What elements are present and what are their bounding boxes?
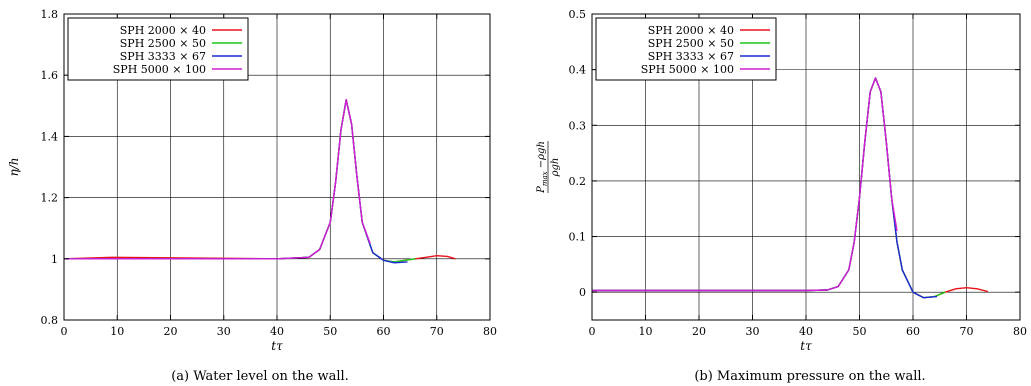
x-tick-label: 30 — [746, 325, 760, 338]
chart-b-max-pressure: 0 10 20 30 40 50 60 70 80 0 0.1 0.2 0.3 0.4 0.5 tτ Pmax … — [536, 8, 1027, 384]
chart-a-water-level: 0 10 20 30 40 50 60 70 80 0.8 1 1.2 1.4 1.6 1.8 tτ η/h SP… — [7, 8, 497, 384]
x-tick-label: 60 — [377, 325, 391, 338]
y-tick-label: 1.4 — [41, 130, 59, 143]
y-axis-label: Pmax −ρgh ρgh — [536, 141, 561, 194]
y-tick-label: 0.1 — [569, 231, 587, 244]
x-tick-label: 0 — [589, 325, 596, 338]
x-tick-label: 0 — [61, 325, 68, 338]
y-tick-label: 0.5 — [569, 8, 587, 21]
x-tick-label: 80 — [483, 325, 497, 338]
legend-label-1: SPH 2000 × 40 — [120, 24, 206, 37]
x-tick-label: 40 — [799, 325, 813, 338]
x-tick-label: 20 — [692, 325, 706, 338]
y-tick-label: 0.2 — [569, 175, 587, 188]
x-tick-label: 20 — [164, 325, 178, 338]
x-tick-label: 80 — [1013, 325, 1027, 338]
legend-label-1: SPH 2000 × 40 — [648, 24, 734, 37]
x-tick-label: 70 — [960, 325, 974, 338]
legend-label-3: SPH 3333 × 67 — [120, 50, 206, 63]
y-tick-label: 0.8 — [41, 314, 59, 327]
legend-label-3: SPH 3333 × 67 — [648, 50, 734, 63]
x-tick-label: 70 — [430, 325, 444, 338]
x-tick-label: 50 — [323, 325, 337, 338]
x-axis-label: tτ — [271, 339, 283, 353]
legend-label-2: SPH 2500 × 50 — [120, 37, 206, 50]
legend-label-4: SPH 5000 × 100 — [113, 63, 206, 76]
y-tick-label: 0.4 — [569, 64, 587, 77]
figure-caption: (a) Water level on the wall. — [171, 369, 349, 384]
legend-label-4: SPH 5000 × 100 — [641, 63, 734, 76]
series-line-3 — [592, 77, 938, 299]
x-axis-label: tτ — [800, 339, 812, 353]
y-tick-label: 1.6 — [41, 69, 59, 82]
series-line-2 — [592, 77, 946, 299]
legend-label-2: SPH 2500 × 50 — [648, 37, 734, 50]
series-line-2 — [64, 98, 416, 263]
x-tick-label: 10 — [110, 325, 124, 338]
series-line-1 — [592, 77, 989, 299]
series-line-1 — [63, 98, 456, 263]
y-axis-label: η/h — [7, 158, 21, 177]
y-tick-label: 1.8 — [41, 8, 59, 21]
y-axis-label-denominator: ρgh — [550, 158, 561, 178]
y-tick-label: 0 — [579, 286, 586, 299]
y-tick-label: 1 — [51, 253, 58, 266]
series-line-4 — [592, 77, 898, 292]
y-tick-label: 1.2 — [41, 192, 59, 205]
series-line-3 — [64, 98, 408, 264]
x-tick-label: 10 — [639, 325, 653, 338]
y-axis-label-numerator: Pmax −ρgh — [536, 141, 549, 194]
y-tick-label: 0.3 — [569, 119, 587, 132]
figure-caption: (b) Maximum pressure on the wall. — [694, 369, 925, 384]
x-tick-label: 60 — [906, 325, 920, 338]
x-tick-label: 50 — [853, 325, 867, 338]
x-tick-label: 30 — [217, 325, 231, 338]
x-tick-label: 40 — [270, 325, 284, 338]
series-line-4 — [64, 98, 371, 260]
